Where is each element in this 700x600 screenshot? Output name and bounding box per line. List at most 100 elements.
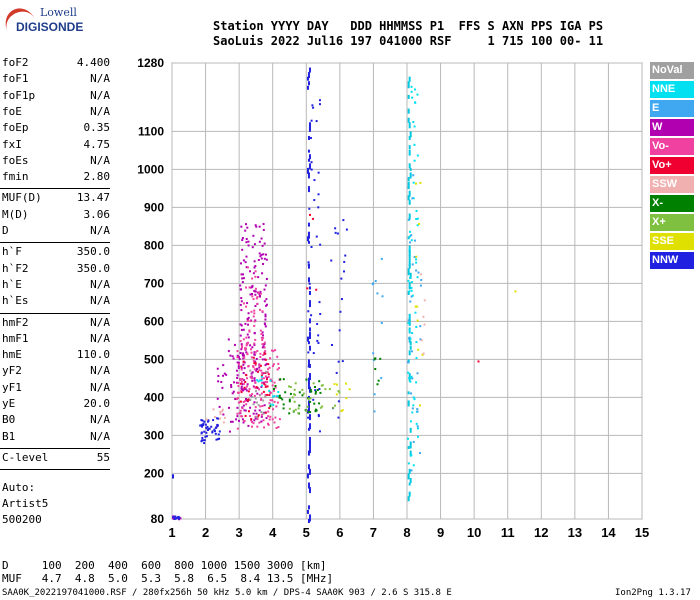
echo-point: [259, 394, 262, 397]
echo-point: [249, 394, 252, 397]
echo-point: [237, 365, 240, 368]
echo-point: [255, 401, 258, 404]
echo-trace: [409, 427, 412, 433]
echo-point: [244, 387, 247, 390]
echo-point: [308, 207, 311, 210]
echo-point: [260, 378, 263, 381]
echo-point: [305, 378, 308, 381]
echo-point: [408, 290, 411, 293]
echo-point: [263, 242, 266, 245]
echo-point: [259, 364, 262, 367]
echo-point: [233, 381, 236, 384]
echo-trace: [407, 181, 410, 189]
footer-distance-row: D 100 200 400 600 800 1000 1500 3000 [km…: [2, 559, 327, 572]
echo-point: [245, 374, 248, 377]
echo-point: [250, 375, 253, 378]
echo-point: [268, 394, 271, 397]
echo-point: [315, 120, 318, 123]
param-row: foEp 0.35: [2, 121, 110, 135]
echo-point: [238, 412, 241, 415]
echo-point: [411, 411, 414, 414]
echo-point: [416, 372, 419, 375]
echo-point: [256, 425, 259, 428]
echo-point: [272, 395, 275, 398]
echo-point: [231, 355, 234, 358]
echo-point: [250, 418, 253, 421]
echo-point: [250, 310, 253, 313]
echo-point: [409, 376, 412, 379]
x-tick-label: 9: [437, 525, 444, 540]
echo-point: [319, 391, 322, 394]
x-tick-label: 12: [534, 525, 548, 540]
echo-point: [379, 357, 382, 360]
echo-trace: [408, 76, 411, 82]
echo-point: [261, 358, 264, 361]
echo-point: [261, 310, 264, 313]
echo-point: [268, 418, 271, 421]
echo-trace: [408, 254, 411, 260]
echo-point: [228, 430, 231, 433]
echo-point: [408, 329, 411, 332]
param-name: h`F: [2, 245, 22, 259]
echo-point: [244, 399, 247, 402]
echo-point: [251, 284, 254, 287]
echo-point: [252, 422, 255, 425]
echo-point: [267, 368, 270, 371]
echo-point: [262, 372, 265, 375]
echo-point: [262, 419, 265, 422]
echo-point: [212, 419, 215, 422]
echo-point: [208, 427, 211, 430]
echo-point: [307, 261, 310, 264]
echo-trace: [408, 491, 411, 497]
echo-point: [220, 380, 223, 383]
echo-trace: [408, 377, 411, 382]
echo-point: [243, 386, 246, 389]
param-value: 0.35: [83, 121, 111, 135]
echo-trace: [307, 341, 310, 345]
echo-point: [313, 199, 316, 202]
echo-point: [348, 388, 351, 391]
param-row: yF1 N/A: [2, 381, 110, 395]
echo-point: [254, 417, 257, 420]
echo-trace: [408, 190, 411, 197]
echo-point: [317, 341, 320, 344]
echo-point: [264, 315, 267, 318]
echo-point: [413, 159, 416, 162]
echo-trace: [307, 263, 310, 269]
echo-trace: [308, 345, 311, 351]
param-row: B0 N/A: [2, 413, 110, 427]
echo-point: [412, 464, 415, 467]
echo-point: [319, 406, 322, 409]
echo-point: [264, 385, 267, 388]
echo-point: [297, 407, 300, 410]
echo-point: [257, 380, 260, 383]
param-name: D: [2, 224, 9, 237]
echo-point: [282, 378, 285, 381]
echo-point: [205, 431, 208, 434]
param-row: B1 N/A: [2, 430, 110, 444]
header-line2: SaoLuis 2022 Jul16 197 041000 RSF 1 715 …: [213, 34, 604, 48]
echo-point: [246, 399, 249, 402]
echo-point: [255, 367, 258, 370]
echo-point: [223, 416, 226, 419]
echo-point: [231, 392, 234, 395]
echo-point: [243, 409, 246, 412]
echo-point: [247, 312, 250, 315]
footer-version: Ion2Png 1.3.17: [615, 588, 691, 598]
echo-point: [253, 309, 256, 312]
echo-point: [317, 334, 320, 337]
echo-point: [241, 281, 244, 284]
echo-point: [247, 410, 250, 413]
echo-point: [416, 408, 419, 411]
echo-point: [264, 325, 267, 328]
echo-point: [264, 313, 267, 316]
param-name: fmin: [2, 170, 29, 184]
echo-point: [270, 380, 273, 383]
x-tick-label: 5: [303, 525, 310, 540]
echo-trace: [308, 67, 311, 73]
echo-point: [215, 438, 218, 441]
echo-point: [298, 404, 301, 407]
echo-point: [279, 396, 282, 399]
param-name: hmE: [2, 348, 22, 362]
param-value: N/A: [90, 277, 110, 291]
